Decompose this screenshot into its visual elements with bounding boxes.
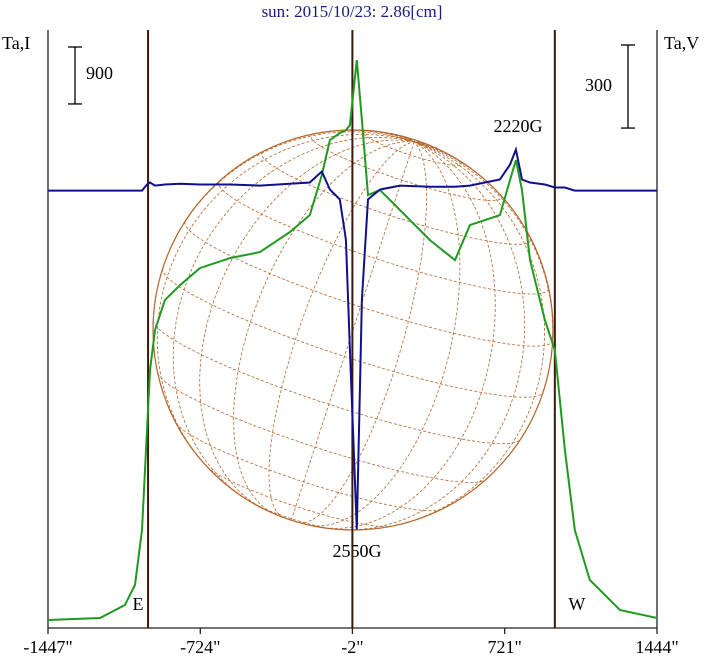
solar-grid — [414, 141, 457, 159]
series-line — [47, 59, 658, 621]
limb-label: E — [133, 594, 144, 614]
limb-label: W — [568, 594, 585, 614]
solar-grid — [399, 135, 415, 142]
x-tick-label: -724" — [180, 637, 220, 657]
solar-grid — [199, 139, 415, 510]
y-scale-label: 900 — [86, 63, 113, 83]
solar-grid — [311, 141, 461, 527]
solar-grid — [344, 141, 526, 531]
annotation: 2220G — [494, 116, 543, 136]
solar-grid — [325, 129, 415, 142]
solar-grid — [319, 141, 496, 529]
y2-axis-label: Ta,V — [664, 33, 699, 53]
x-tick-label: -2" — [341, 637, 363, 657]
x-tick-label: 1444" — [635, 637, 678, 657]
solar-grid — [233, 141, 415, 513]
solar-grid — [390, 141, 545, 527]
annotation: 2550G — [333, 541, 382, 561]
solar-grid — [156, 133, 415, 467]
x-tick-label: 721" — [488, 637, 522, 657]
solar-grid — [362, 130, 462, 166]
chart-title: sun: 2015/10/23: 2.86[cm] — [262, 2, 443, 21]
solar-grid — [172, 136, 415, 498]
solar-grid — [414, 141, 436, 149]
solar-grid — [298, 141, 427, 524]
solar-grid — [152, 320, 521, 445]
y2-scale-label: 300 — [585, 75, 612, 95]
solar-grid — [206, 466, 391, 528]
solar-grid — [414, 141, 430, 146]
solar-grid — [218, 181, 549, 295]
solar-grid — [414, 141, 493, 187]
solar-grid — [268, 141, 415, 518]
y-axis-label: Ta,I — [2, 33, 30, 53]
solar-grid — [184, 221, 553, 347]
solar-grid — [251, 501, 335, 530]
x-tick-label: -1447" — [23, 637, 72, 657]
series-line — [48, 146, 657, 530]
solar-grid — [409, 137, 415, 142]
solar-grid — [261, 151, 532, 245]
solar-grid — [393, 133, 415, 142]
